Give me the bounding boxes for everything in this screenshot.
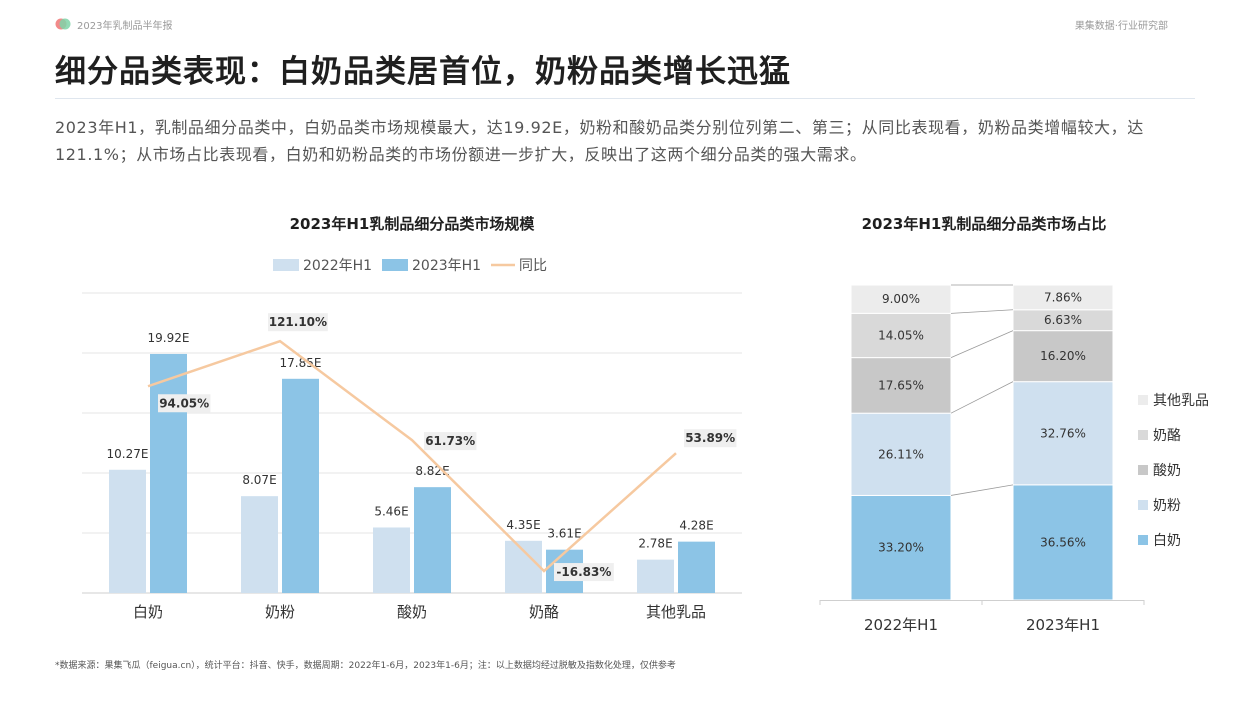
x-tick-label: 奶酪 [529, 603, 559, 621]
stack-segment [850, 494, 952, 601]
data-label-2022: 4.35E [506, 518, 540, 532]
brand-logo-icon [55, 18, 71, 30]
legend-label: 同比 [519, 258, 547, 274]
legend-swatch [273, 259, 299, 271]
segment-label: 26.11% [878, 447, 924, 461]
legend-swatch [382, 259, 408, 271]
yoy-data-label: 94.05% [159, 396, 209, 410]
data-label-2022: 10.27E [107, 447, 149, 461]
bar-2022 [241, 496, 278, 593]
data-label-2023: 3.61E [547, 527, 581, 541]
market-size-chart: 2023年H1乳制品细分品类市场规模 2022年H1 2023年H1 同比 10.27E… [82, 215, 742, 621]
segment-label: 6.63% [1044, 313, 1082, 327]
segment-label: 17.65% [878, 378, 924, 392]
connector-line [950, 484, 1014, 496]
segment-label: 33.20% [878, 541, 924, 555]
x-tick-label: 奶粉 [265, 603, 295, 621]
stack-segment [1012, 484, 1114, 601]
yoy-label-bg [268, 313, 328, 332]
yoy-label-bg [684, 429, 737, 448]
bar-2023 [150, 353, 187, 593]
legend-label: 白奶 [1153, 533, 1181, 549]
legend-label: 酸奶 [1153, 463, 1181, 479]
legend-swatch [1138, 500, 1148, 510]
connector-line [950, 309, 1014, 314]
page-title: 细分品类表现：白奶品类居首位，奶粉品类增长迅猛 [55, 54, 791, 90]
x-tick-label: 2023年H1 [1026, 616, 1100, 634]
yoy-data-label: -16.83% [556, 565, 611, 579]
report-name: 2023年乳制品半年报 [77, 21, 173, 32]
legend-label: 奶粉 [1153, 498, 1181, 514]
legend-swatch [1138, 535, 1148, 545]
yoy-data-label: 61.73% [425, 434, 475, 448]
segment-label: 36.56% [1040, 535, 1086, 549]
bar-2023 [678, 541, 715, 593]
yoy-line [147, 339, 677, 573]
bar-2022 [109, 469, 146, 593]
x-tick-label: 白奶 [133, 603, 163, 621]
stack-segment [850, 357, 952, 414]
legend-label: 奶酪 [1153, 428, 1181, 444]
stack-segment [1012, 330, 1114, 383]
segment-label: 7.86% [1044, 290, 1082, 304]
yoy-label-bg [158, 394, 211, 413]
yoy-data-label: 121.10% [269, 315, 327, 329]
bar-2022 [637, 559, 674, 593]
legend-label: 其他乳品 [1153, 393, 1209, 409]
connector-line [950, 330, 1014, 358]
stack-segment [850, 312, 952, 359]
chart-title: 2023年H1乳制品细分品类市场占比 [862, 215, 1107, 233]
x-tick-label: 其他乳品 [646, 603, 706, 621]
stack-segment [1012, 284, 1114, 311]
summary-paragraph: 2023年H1，乳制品细分品类中，白奶品类市场规模最大，达19.92E，奶粉和酸… [55, 118, 1144, 164]
stack-segment [850, 412, 952, 496]
legend-swatch [1138, 430, 1148, 440]
department-label: 果集数据·行业研究部 [1074, 21, 1168, 32]
data-label-2022: 2.78E [638, 537, 672, 551]
yoy-label-bg [554, 563, 614, 582]
legend-swatch [1138, 465, 1148, 475]
segment-label: 9.00% [882, 292, 920, 306]
segment-label: 32.76% [1040, 426, 1086, 440]
segment-label: 14.05% [878, 328, 924, 342]
legend-label: 2023年H1 [412, 258, 481, 274]
bar-2022 [373, 527, 410, 593]
bar-2022 [505, 540, 542, 593]
legend-label: 2022年H1 [303, 258, 372, 274]
chart-title: 2023年H1乳制品细分品类市场规模 [290, 215, 536, 233]
x-tick-label: 酸奶 [397, 603, 427, 621]
bar-2023 [282, 378, 319, 593]
data-label-2022: 5.46E [374, 504, 408, 518]
data-label-2023: 4.28E [679, 519, 713, 533]
data-label-2023: 19.92E [148, 331, 190, 345]
yoy-data-label: 53.89% [685, 431, 735, 445]
connector-line [950, 381, 1014, 414]
market-share-chart: 2023年H1乳制品细分品类市场占比 33.20% 26.11% 17.65% 14.0… [819, 215, 1209, 634]
data-label-2022: 8.07E [242, 473, 276, 487]
stack-segment [1012, 381, 1114, 486]
segment-label: 16.20% [1040, 349, 1086, 363]
bar-2023 [414, 487, 451, 593]
x-tick-label: 2022年H1 [864, 616, 938, 634]
data-label-2023: 17.85E [280, 356, 322, 370]
yoy-label-bg [424, 432, 477, 451]
stack-segment [850, 284, 952, 314]
title-divider [55, 98, 1195, 99]
legend-swatch [1138, 395, 1148, 405]
footnote: *数据来源：果集飞瓜（feigua.cn），统计平台：抖音、快手，数据周期：20… [55, 661, 676, 671]
